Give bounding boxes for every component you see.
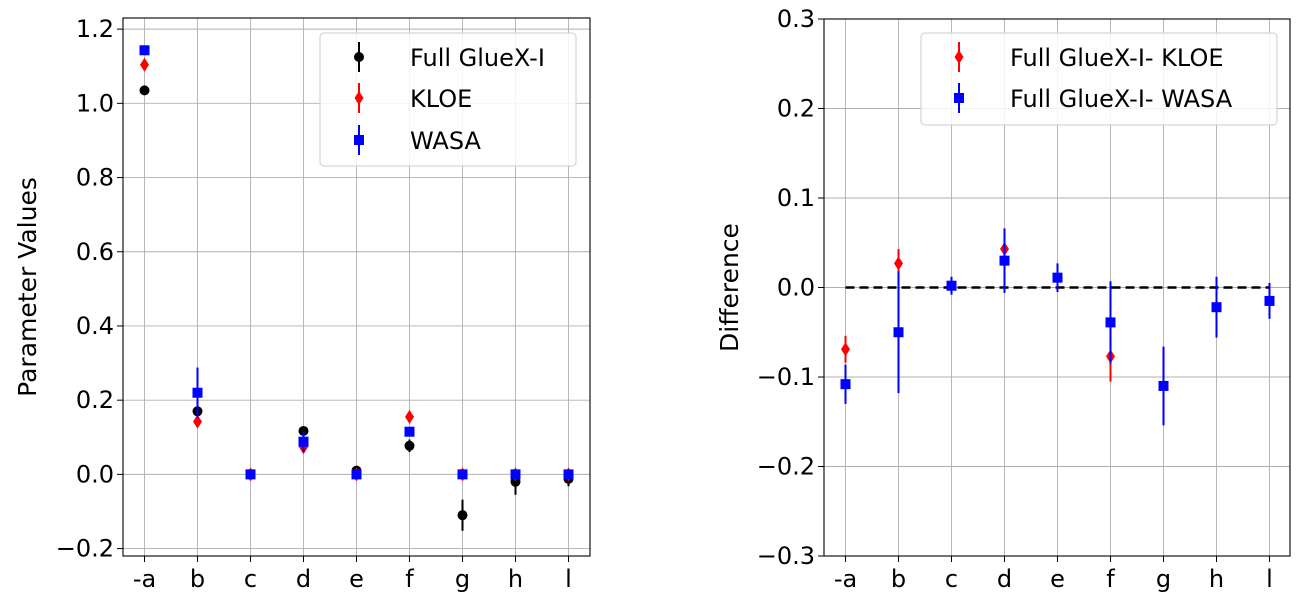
y-tick-label: −0.2	[757, 453, 815, 481]
y-tick-label: −0.1	[757, 363, 815, 391]
x-tick-label: h	[1209, 565, 1224, 593]
legend-marker	[354, 91, 364, 105]
legend-marker	[954, 50, 964, 64]
x-tick-label: -a	[834, 565, 857, 593]
data-point	[840, 379, 851, 390]
x-tick-label: c	[945, 565, 958, 593]
plot-frame	[122, 17, 591, 557]
legend-label: Full GlueX-I- KLOE	[1010, 44, 1224, 72]
data-point	[405, 409, 414, 424]
data-point	[1052, 272, 1063, 283]
data-point	[946, 280, 957, 291]
legend-box	[920, 32, 1278, 126]
legend-label: KLOE	[410, 85, 472, 113]
data-point	[139, 45, 150, 56]
y-axis-label: Parameter Values	[13, 177, 42, 397]
data-point	[192, 387, 203, 398]
plot-frame	[823, 18, 1291, 557]
x-tick-label: g	[455, 565, 470, 593]
y-tick-label: 0.3	[777, 5, 815, 33]
y-tick-label: 0.4	[76, 312, 114, 340]
legend-box	[319, 32, 577, 167]
y-tick-label: 0.0	[777, 274, 815, 302]
y-tick-label: 0.2	[777, 95, 815, 123]
x-tick-label: c	[244, 565, 257, 593]
legend-label: Full GlueX-I- WASA	[1010, 85, 1233, 113]
x-tick-label: h	[508, 565, 523, 593]
data-point	[1211, 302, 1222, 313]
data-point	[404, 440, 415, 451]
data-point	[563, 469, 574, 480]
x-tick-label: d	[296, 565, 311, 593]
data-point	[193, 414, 202, 429]
data-point	[404, 426, 415, 437]
y-tick-label: 0.0	[76, 460, 114, 488]
data-point	[140, 57, 149, 72]
data-point	[894, 256, 903, 271]
data-point	[510, 469, 521, 480]
x-tick-label: f	[405, 565, 414, 593]
y-tick-label: −0.2	[56, 535, 114, 563]
data-point	[999, 255, 1010, 266]
y-tick-label: −0.3	[757, 542, 815, 570]
legend-marker	[354, 52, 364, 62]
y-tick-label: 0.1	[777, 184, 815, 212]
data-point	[298, 425, 309, 436]
x-tick-label: e	[349, 565, 364, 593]
data-point	[1105, 317, 1116, 328]
left-chart-panel: −0.2 0.0 0.2 0.4 0.6 0.8 1.0 1.2 -a b c d e f g h l Param…	[13, 15, 591, 593]
y-tick-label: 0.8	[76, 164, 114, 192]
x-tick-label: d	[997, 565, 1012, 593]
y-tick-label: 0.2	[76, 386, 114, 414]
x-tick-label: b	[190, 565, 205, 593]
x-tick-label: l	[1266, 565, 1273, 593]
data-point	[1264, 295, 1275, 306]
legend-label: WASA	[410, 127, 482, 155]
data-point	[841, 342, 850, 357]
x-tick-label: g	[1156, 565, 1171, 593]
data-point	[457, 469, 468, 480]
y-tick-label: 0.6	[76, 238, 114, 266]
data-point	[1158, 380, 1169, 391]
y-tick-label: 1.2	[76, 15, 114, 43]
data-point	[245, 469, 256, 480]
right-chart-panel: −0.3 −0.2 −0.1 0.0 0.1 0.2 0.3 -a b c d e f g h l Differ…	[715, 5, 1291, 593]
x-tick-label: e	[1050, 565, 1065, 593]
legend-marker	[954, 93, 964, 103]
legend-label: Full GlueX-I	[410, 44, 545, 72]
y-tick-label: 1.0	[76, 89, 114, 117]
data-point	[457, 510, 468, 521]
data-point	[351, 469, 362, 480]
x-tick-label: f	[1106, 565, 1115, 593]
x-tick-label: b	[891, 565, 906, 593]
data-point	[139, 85, 150, 96]
y-axis-label: Difference	[715, 223, 744, 352]
legend-marker	[354, 135, 364, 145]
data-point	[298, 436, 309, 447]
data-point	[893, 327, 904, 338]
x-tick-label: -a	[133, 565, 156, 593]
x-tick-label: l	[565, 565, 572, 593]
